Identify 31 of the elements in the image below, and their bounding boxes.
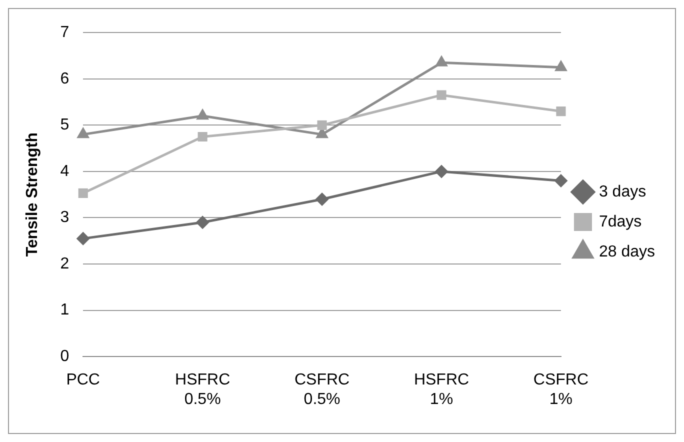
point	[198, 132, 208, 142]
point	[78, 188, 88, 198]
point	[317, 120, 327, 130]
x-tick-label: HSFRC 0.5%	[175, 372, 230, 408]
y-tick-label: 5	[60, 116, 70, 134]
point	[555, 61, 567, 72]
legend-label: 3 days	[598, 183, 646, 200]
y-axis-title: Tensile Strength	[24, 132, 42, 257]
x-tick-label: CSFRC 0.5%	[294, 372, 350, 408]
point	[436, 90, 446, 100]
x-tick-label: HSFRC 1%	[414, 372, 470, 408]
point	[76, 232, 90, 245]
point	[554, 174, 568, 187]
legend-label: 28 days	[598, 243, 656, 260]
y-tick-label: 4	[60, 162, 70, 180]
y-tick-label: 0	[60, 348, 70, 366]
y-tick-label: 6	[60, 70, 70, 88]
point	[556, 106, 566, 116]
y-tick-label: 2	[60, 255, 70, 272]
point	[435, 165, 448, 178]
point	[436, 56, 448, 66]
point	[316, 192, 328, 206]
y-tick-label: 3	[60, 209, 70, 226]
legend-label: 7days	[598, 213, 642, 230]
point	[196, 110, 208, 120]
y-tick-label: 7	[60, 24, 70, 42]
y-tick-label: 1	[60, 302, 70, 319]
point	[78, 128, 89, 138]
x-tick-label: PCC	[66, 372, 100, 389]
x-tick-label: CSFRC 1%	[533, 372, 589, 408]
point	[196, 216, 209, 229]
